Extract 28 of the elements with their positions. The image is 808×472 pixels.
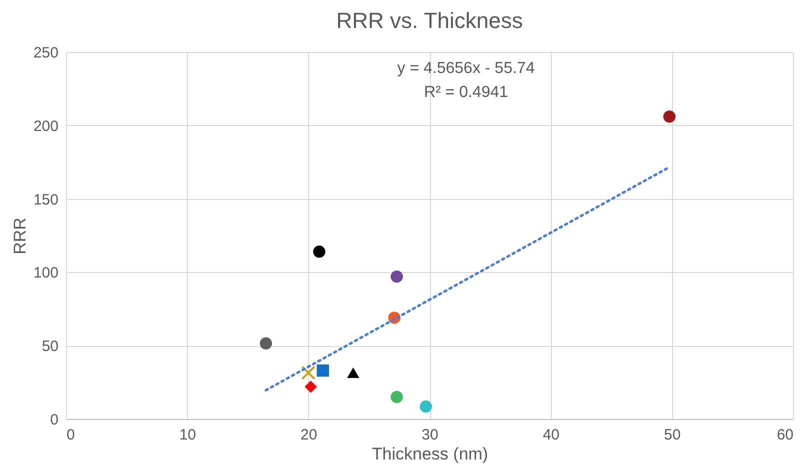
y-axis-title: RRR <box>10 218 30 254</box>
x-tick-label: 20 <box>300 426 318 444</box>
x-tick-label: 30 <box>422 426 438 444</box>
x-tick-label: 0 <box>66 426 75 444</box>
chart-title: RRR vs. Thickness <box>336 8 523 33</box>
point <box>663 110 676 123</box>
point <box>420 400 432 413</box>
annotation: y = 4.5656x - 55.74 <box>397 60 535 77</box>
x-tick-label: 10 <box>179 426 196 444</box>
annotation: R² = 0.4941 <box>424 84 508 101</box>
point <box>313 246 326 258</box>
y-tick-label: 100 <box>33 264 58 282</box>
x-tick-label: 40 <box>542 426 560 444</box>
x-tick-label: 50 <box>664 426 681 444</box>
point <box>347 367 360 378</box>
point <box>390 270 403 283</box>
y-tick-label: 150 <box>33 191 58 208</box>
x-axis-title: Thickness (nm) <box>372 444 488 464</box>
y-tick-label: 0 <box>50 412 58 428</box>
y-tick-label: 200 <box>33 118 58 135</box>
y-tick-label: 50 <box>42 338 58 356</box>
point <box>260 337 272 350</box>
point <box>390 390 403 404</box>
x-tick-label: 60 <box>776 426 794 444</box>
point <box>316 364 329 377</box>
point <box>304 380 317 393</box>
point <box>301 366 316 380</box>
y-tick-label: 250 <box>33 44 58 62</box>
